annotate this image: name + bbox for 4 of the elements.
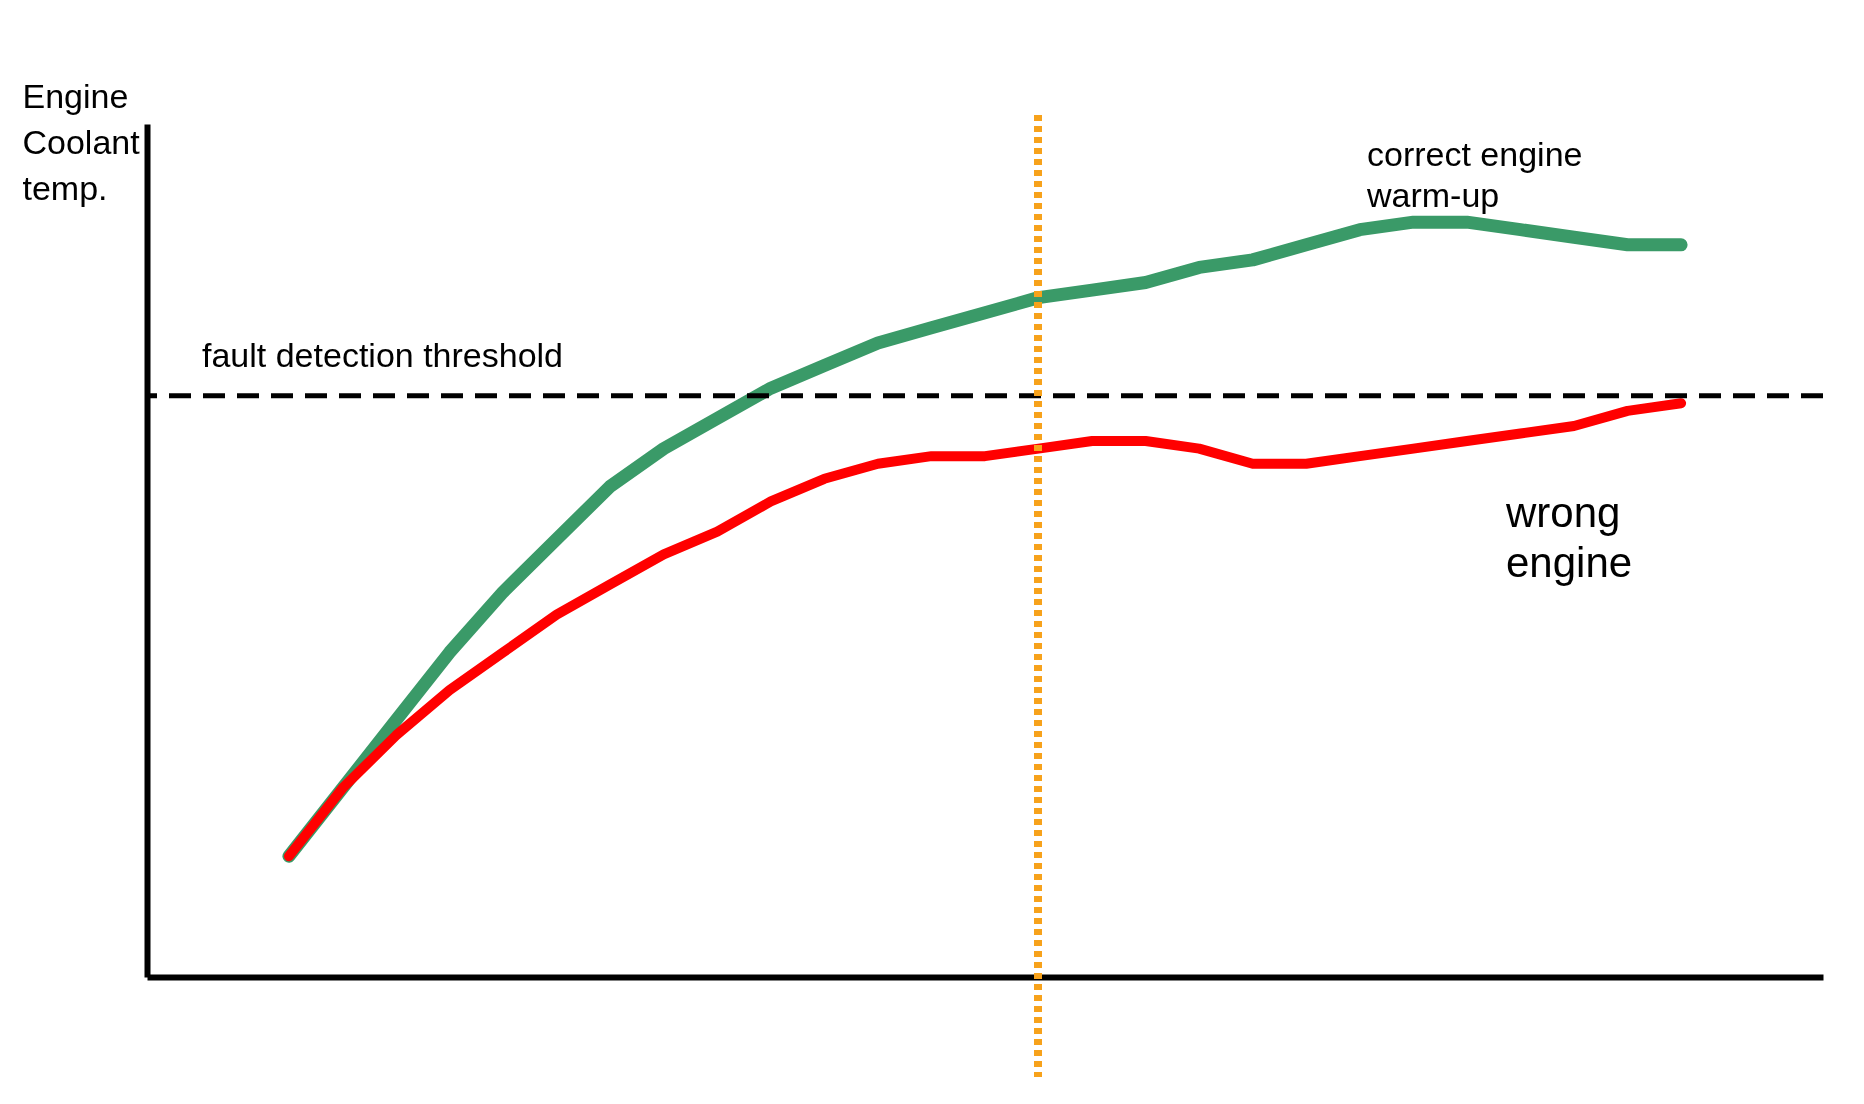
ref-line-label: fault detection threshold bbox=[202, 335, 564, 374]
y-axis-title: Engine Coolant temp. bbox=[22, 76, 141, 207]
series-label: correct engine warm-up bbox=[1366, 135, 1583, 214]
series-label: wrong engine bbox=[1505, 488, 1633, 587]
